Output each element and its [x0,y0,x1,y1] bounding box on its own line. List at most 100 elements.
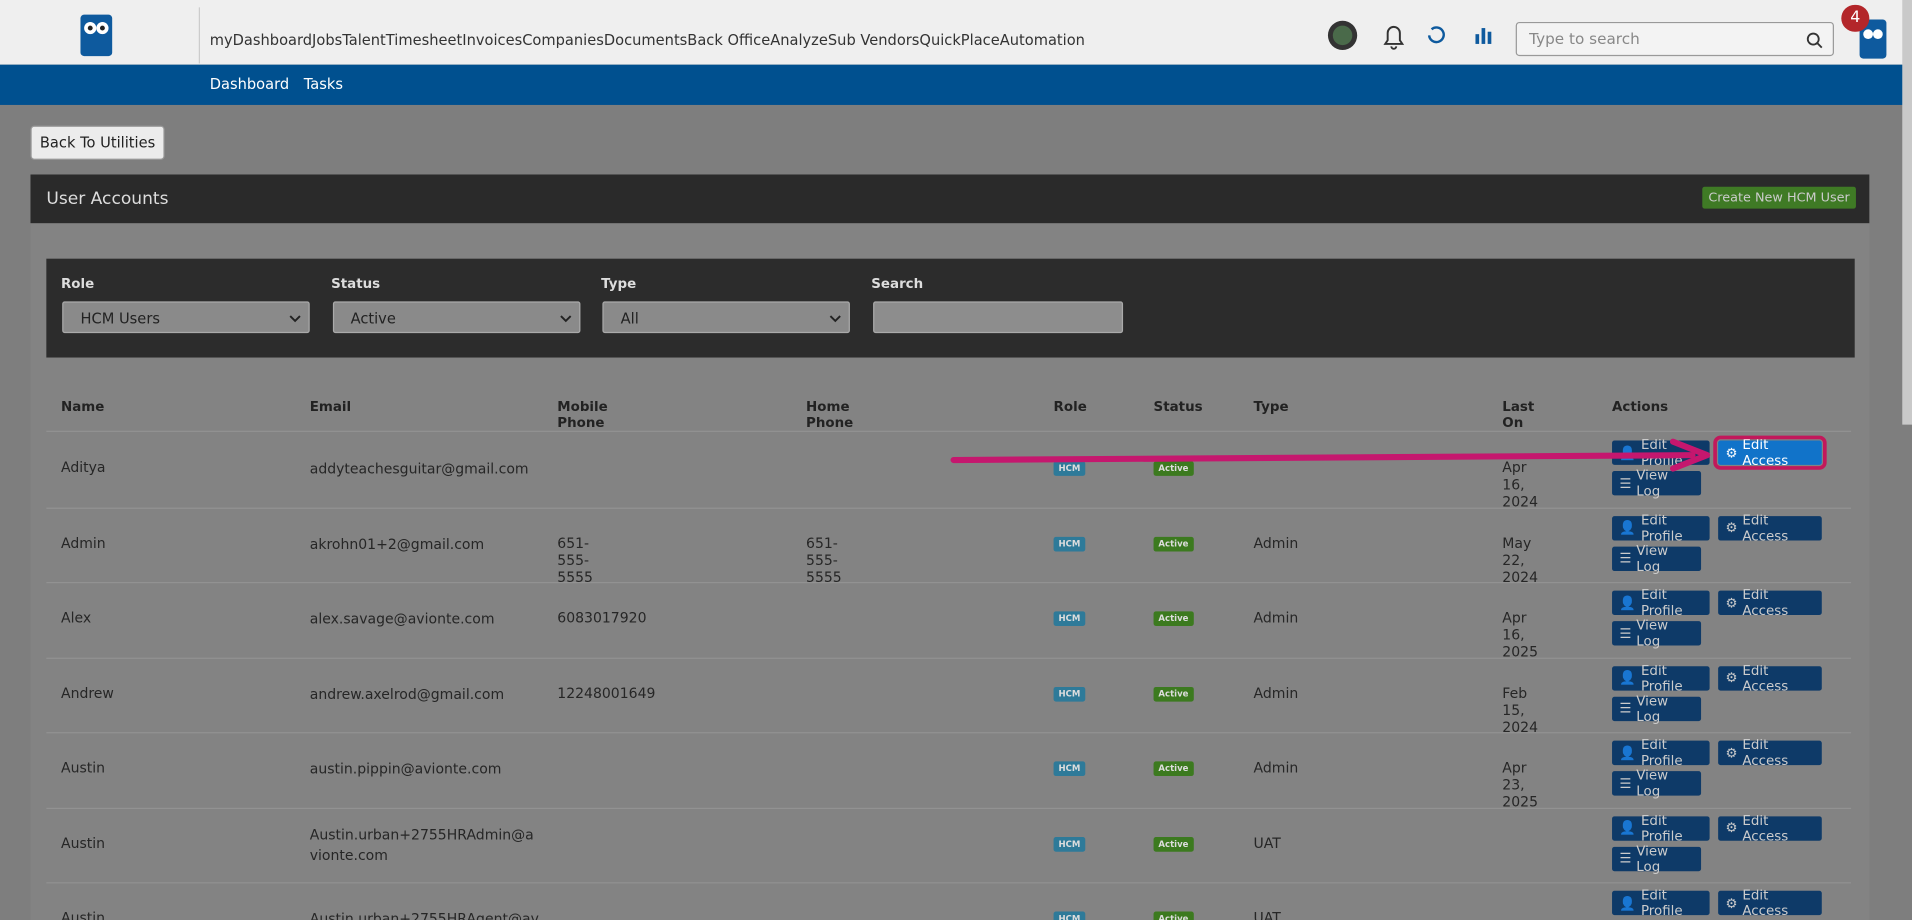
filter-select[interactable]: All [602,301,850,334]
nav-item[interactable]: Automation [999,31,1085,49]
column-header: Name [60,399,105,415]
action-label: Edit Access [1742,887,1789,919]
action-button[interactable]: ☰ View Log [1612,843,1702,874]
action-button[interactable]: ☰ View Log [1612,542,1702,574]
nav-item[interactable]: Talent [342,31,386,49]
create-button[interactable]: Create New HCM User [1702,186,1856,209]
nav-item[interactable]: Analyze [770,31,828,49]
action-button[interactable]: ⚙ Edit Access [1713,435,1827,470]
search-icon [1806,32,1823,49]
action-button[interactable]: ⚙ Edit Access [1718,812,1822,844]
action-button[interactable]: ⚙ Edit Access [1718,887,1822,919]
chevron [289,315,301,323]
email: alex.savage@avionte.com [309,610,495,628]
filter-select[interactable] [872,301,1123,334]
icon: ⚙ [1725,744,1738,761]
filter-select[interactable]: Active [332,301,580,334]
action-button[interactable]: ⚙ Edit Access [1718,662,1822,694]
cell: Admin [1253,533,1299,551]
sub-nav-item[interactable]: Dashboard [209,75,290,93]
action-label: View Log [1636,767,1669,800]
cell: UAT [1253,909,1281,920]
role-badge: HCM [1053,461,1086,476]
icon: 👤 [1619,669,1637,686]
action-label: View Log [1636,617,1669,650]
row-divider [46,582,1852,584]
role-badge: HCM [1053,761,1086,777]
action-label: View Log [1636,842,1669,875]
role-badge: HCM [1053,611,1086,626]
column-header: Role [1053,399,1087,415]
nav-item[interactable]: myDashboard [209,31,313,49]
filter-label: Status [331,275,381,292]
action-button[interactable]: ☰ View Log [1612,467,1702,499]
action-label: Edit Profile [1640,661,1683,694]
status-badge: Active [1153,761,1194,777]
column-header: Mobile Phone [557,399,608,431]
action-label: Edit Access [1742,661,1789,694]
action-button[interactable]: ⚙ Edit Access [1718,737,1822,769]
email: andrew.axelrod@gmail.com [309,685,505,703]
action-button[interactable]: 👤Edit Profile [1612,737,1710,769]
cell: UAT [1253,834,1281,852]
nav-item[interactable]: QuickPlace [919,31,1000,49]
nav-item[interactable]: Jobs [312,31,343,49]
email: addyteachesguitar@gmail.com [309,460,529,478]
action-button[interactable]: 👤Edit Profile [1612,587,1710,619]
action-label: Edit Profile [1640,812,1683,844]
action-button[interactable]: 👤Edit Profile [1612,812,1710,844]
action-button[interactable]: ☰ View Log [1612,692,1702,724]
row-divider [46,807,1852,809]
cell: Apr 16, 2024 [1502,458,1539,511]
search-box[interactable]: Type to search [1515,21,1834,57]
filter-select[interactable]: HCM Users [62,301,310,334]
role-badge: HCM [1053,686,1086,702]
cell: Alex [60,608,92,626]
email: Austin.urban+2755HRAdmin@avionte.com [309,825,534,864]
action-button[interactable]: 👤Edit Profile [1612,662,1710,694]
action-button[interactable]: 👤Edit Profile [1612,887,1710,919]
column-header: Actions [1612,399,1669,415]
filter-label: Type [601,275,637,292]
cell: Admin [1253,758,1299,777]
icon: ⚙ [1725,519,1738,536]
search-placeholder: Type to search [1529,29,1640,48]
avatar [1859,19,1887,59]
divider [198,7,200,64]
icon: 👤 [1619,519,1637,536]
row-divider [46,657,1852,659]
action-button[interactable]: ⚙ Edit Access [1718,587,1822,619]
nav-item[interactable]: Back Office [687,31,771,49]
status-badge: Active [1153,836,1194,852]
email: Austin.urban+2755HRAgent@avion [309,910,539,920]
column-header: Last On [1502,399,1535,431]
notification-badge: 4 [1841,4,1870,32]
nav-item[interactable]: Invoices [462,31,523,49]
cell: Aditya [60,458,106,476]
sub-nav-item[interactable]: Tasks [303,75,343,93]
action-button[interactable]: ⚙ Edit Access [1718,512,1822,544]
icon: ☰ [1619,775,1632,792]
icon: ☰ [1619,475,1632,492]
action-button[interactable]: 👤Edit Profile [1612,512,1710,544]
nav-item[interactable]: Documents [603,31,688,49]
action-label: Edit Profile [1640,511,1683,544]
row-divider [46,732,1852,734]
cell: Feb 15, 2024 [1502,683,1539,736]
action-label: Edit Access [1742,586,1789,619]
action-label: Edit Access [1742,436,1789,469]
nav-item[interactable]: Timesheet [385,31,463,49]
nav-item[interactable]: Sub Vendors [827,31,920,49]
logo [80,14,113,57]
cell: 651-555-5555 [806,533,842,586]
email: akrohn01+2@gmail.com [309,535,485,553]
action-button[interactable]: ☰ View Log [1612,617,1702,649]
icon: ⚙ [1725,669,1738,686]
main-nav: myDashboard Jobs Talent Timesheet Invoices Co… [210,16,1085,65]
nav-item[interactable]: Companies [522,31,604,49]
action-button[interactable]: ☰ View Log [1612,768,1702,799]
back-button[interactable]: Back To Utilities [30,125,165,160]
chevron [559,315,571,323]
row-divider [46,882,1852,884]
